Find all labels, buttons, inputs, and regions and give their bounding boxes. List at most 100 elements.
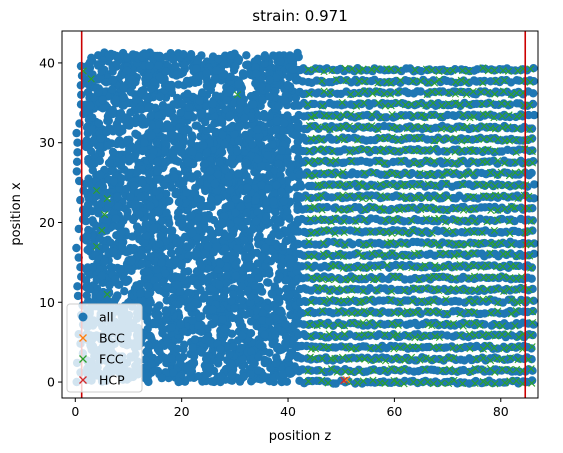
data-point	[79, 109, 88, 119]
data-point	[234, 169, 243, 178]
data-point	[192, 267, 202, 276]
data-point	[283, 111, 292, 120]
data-point	[245, 253, 254, 263]
data-point	[216, 371, 226, 381]
data-point	[143, 267, 152, 276]
data-point	[225, 220, 235, 229]
data-point	[118, 243, 127, 252]
data-point	[271, 330, 280, 340]
data-point	[276, 262, 286, 271]
data-point	[95, 265, 104, 274]
data-point	[208, 377, 217, 386]
data-point	[137, 105, 146, 115]
data-point	[170, 255, 180, 265]
data-point	[73, 138, 82, 147]
data-point	[222, 232, 231, 241]
data-point	[212, 186, 222, 195]
data-point	[258, 309, 268, 318]
data-point	[192, 121, 202, 130]
data-point	[221, 286, 231, 295]
data-point	[227, 371, 236, 380]
data-point	[322, 356, 332, 365]
data-point	[488, 378, 498, 388]
data-point	[105, 52, 115, 62]
data-point	[243, 200, 252, 210]
data-point	[261, 243, 270, 252]
data-point	[215, 147, 224, 157]
data-point	[178, 219, 187, 228]
data-point	[145, 297, 155, 306]
data-point	[201, 354, 211, 364]
data-point	[238, 221, 247, 230]
data-point	[264, 317, 274, 326]
data-point	[227, 51, 236, 60]
data-point	[348, 240, 357, 249]
data-point	[529, 157, 538, 166]
data-point	[237, 282, 247, 291]
data-point	[297, 182, 306, 191]
data-point	[225, 111, 234, 120]
data-point	[152, 265, 161, 274]
data-point	[140, 238, 149, 248]
data-point	[161, 237, 170, 246]
data-point	[98, 104, 108, 113]
data-point	[247, 347, 256, 357]
data-point	[472, 146, 481, 156]
data-point	[529, 89, 538, 98]
data-point	[95, 156, 105, 166]
data-point	[225, 186, 235, 195]
data-point	[215, 157, 224, 167]
data-point	[196, 110, 205, 119]
data-point	[260, 52, 269, 61]
data-point	[283, 207, 292, 216]
data-point	[387, 308, 396, 317]
data-point	[269, 197, 278, 206]
data-point	[237, 296, 247, 305]
data-point	[205, 272, 214, 282]
data-point	[222, 278, 231, 288]
data-point	[277, 146, 286, 155]
data-point	[146, 84, 156, 93]
data-point	[277, 187, 286, 197]
data-point	[238, 331, 247, 340]
data-point	[106, 199, 115, 208]
data-point	[281, 276, 291, 285]
data-point	[174, 300, 183, 309]
data-point	[226, 359, 236, 368]
data-point	[199, 141, 208, 150]
data-point	[122, 66, 132, 75]
data-point	[188, 316, 197, 325]
data-point	[248, 225, 257, 235]
data-point	[108, 147, 118, 157]
data-point	[236, 344, 245, 353]
data-point	[208, 305, 217, 314]
data-point	[221, 165, 230, 175]
data-point	[232, 244, 242, 253]
data-point	[142, 290, 151, 299]
data-point	[209, 216, 219, 225]
data-point	[213, 170, 222, 179]
data-point	[224, 178, 233, 187]
data-point	[230, 99, 239, 108]
data-point	[107, 85, 117, 94]
data-point	[120, 287, 129, 296]
data-point	[165, 196, 174, 206]
data-point	[96, 292, 106, 301]
data-point	[89, 135, 99, 144]
data-point	[205, 138, 214, 148]
data-point	[378, 274, 387, 283]
data-point	[176, 358, 185, 368]
data-point	[222, 96, 231, 105]
data-point	[274, 159, 283, 168]
data-point	[254, 366, 263, 375]
data-point	[527, 274, 536, 283]
data-point	[86, 101, 95, 111]
data-point	[173, 344, 182, 353]
data-point	[126, 87, 135, 97]
data-point	[128, 50, 138, 59]
data-point	[182, 188, 191, 197]
data-point	[174, 198, 184, 207]
data-point	[116, 160, 126, 169]
data-point	[117, 71, 126, 80]
